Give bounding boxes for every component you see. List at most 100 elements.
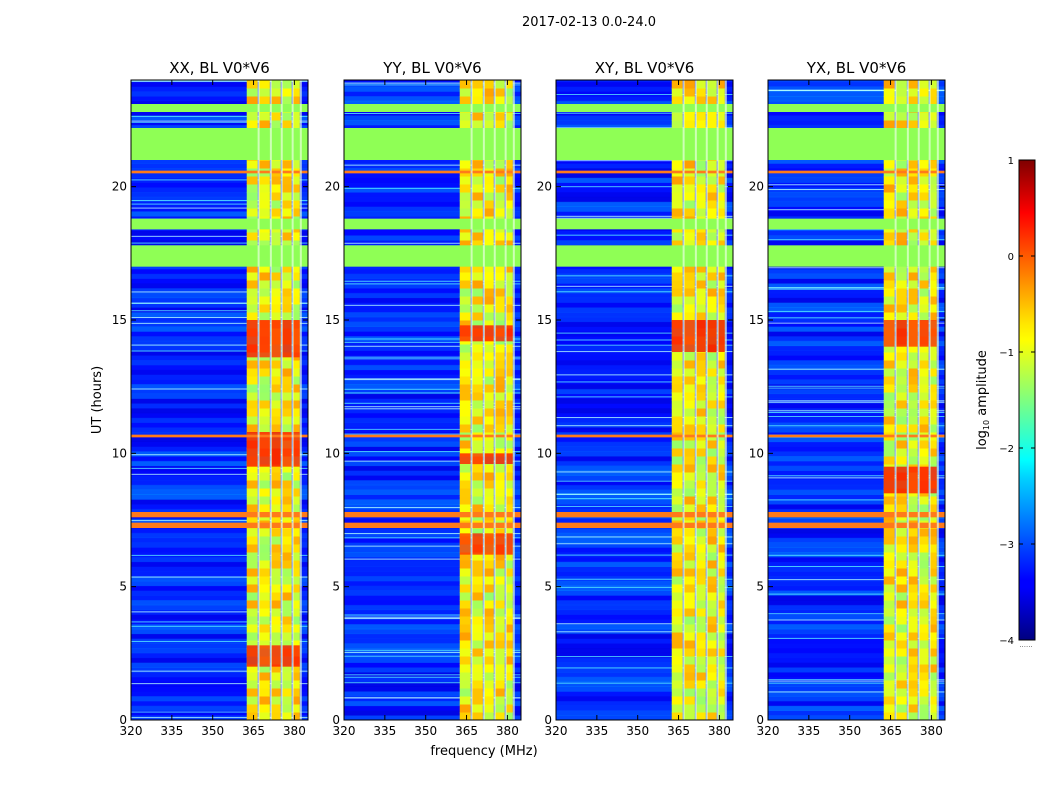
- noise-row: [556, 336, 733, 342]
- hotspot: [459, 533, 471, 555]
- channel-cell: [895, 384, 907, 393]
- channel-cell: [919, 656, 929, 665]
- noise-line: [768, 288, 945, 290]
- noise-row: [344, 571, 521, 577]
- channel-cell: [930, 96, 937, 105]
- noise-row: [768, 585, 945, 591]
- noise-line: [344, 345, 521, 347]
- channel-cell: [246, 288, 258, 297]
- noise-line: [768, 477, 945, 479]
- noise-line: [556, 344, 733, 346]
- noise-row: [768, 489, 945, 495]
- channel-cell: [484, 360, 494, 369]
- noise-row: [556, 86, 733, 92]
- channel-cell: [282, 208, 292, 217]
- channel-cell: [471, 352, 483, 361]
- noise-row: [556, 278, 733, 284]
- channel-cell: [919, 504, 929, 513]
- channel-cell: [495, 272, 505, 281]
- channel-cell: [506, 600, 513, 609]
- noise-row: [344, 609, 521, 615]
- channel-cell: [246, 616, 258, 625]
- channel-cell: [459, 712, 471, 720]
- colorbar-under-text: ......: [1019, 641, 1032, 649]
- channel-cell: [506, 672, 513, 681]
- flag-band: [131, 245, 308, 267]
- noise-row: [768, 403, 945, 409]
- channel-cell: [471, 392, 483, 401]
- noise-row: [131, 417, 308, 423]
- noise-row: [556, 80, 733, 83]
- noise-row: [556, 187, 733, 193]
- channel-cell: [930, 200, 937, 209]
- channel-cell: [271, 88, 281, 97]
- noise-line: [556, 471, 733, 473]
- channel-cell: [506, 408, 513, 417]
- channel-cell: [919, 544, 929, 553]
- channel-cell: [495, 184, 505, 193]
- noise-row: [344, 182, 521, 188]
- channel-cell: [459, 320, 471, 329]
- noise-row: [556, 302, 733, 308]
- noise-line: [768, 90, 945, 92]
- hotspot: [908, 320, 918, 347]
- channel-cell: [696, 616, 706, 625]
- channel-cell: [258, 616, 270, 625]
- channel-cell: [707, 408, 717, 417]
- channel-cell: [484, 584, 494, 593]
- flag-band: [768, 245, 945, 267]
- channel-cell: [484, 568, 494, 577]
- channel-cell: [258, 576, 270, 585]
- noise-line: [131, 322, 308, 324]
- channel-cell: [471, 624, 483, 633]
- channel-cell: [718, 696, 725, 705]
- channel-cell: [271, 712, 281, 720]
- channel-cell: [883, 400, 895, 409]
- noise-row: [768, 518, 945, 524]
- noise-row: [131, 662, 308, 668]
- channel-cell: [282, 672, 292, 681]
- channel-cell: [484, 120, 494, 129]
- noise-row: [131, 374, 308, 380]
- channel-cell: [271, 112, 281, 121]
- noise-row: [556, 340, 733, 347]
- channel-cell: [459, 672, 471, 681]
- channel-cell: [271, 384, 281, 393]
- channel-cell: [258, 192, 270, 201]
- channel-cell: [258, 296, 270, 305]
- channel-cell: [930, 312, 937, 321]
- channel-cell: [895, 208, 907, 217]
- channel-cell: [895, 272, 907, 281]
- y-tick-label: 5: [332, 580, 340, 594]
- noise-row: [131, 235, 308, 241]
- channel-cell: [930, 368, 937, 377]
- noise-line: [768, 189, 945, 191]
- channel-cell: [919, 648, 929, 657]
- noise-row: [556, 494, 733, 500]
- channel-cell: [883, 616, 895, 625]
- channel-cell: [459, 264, 471, 273]
- channel-cell: [707, 360, 717, 369]
- channel-cell: [293, 568, 300, 577]
- channel-cell: [895, 672, 907, 681]
- noise-row: [344, 436, 521, 443]
- channel-cell: [919, 280, 929, 289]
- channel-cell: [495, 344, 505, 353]
- y-tick-label: 20: [112, 180, 127, 194]
- channel-cell: [683, 560, 695, 569]
- noise-row: [344, 619, 521, 625]
- noise-row: [768, 283, 945, 289]
- noise-line: [344, 674, 521, 676]
- channel-cell: [919, 304, 929, 313]
- noise-line: [556, 586, 733, 588]
- noise-line: [768, 387, 945, 389]
- channel-cell: [718, 192, 725, 201]
- channel-gap: [906, 80, 909, 720]
- channel-cell: [696, 288, 706, 297]
- channel-cell: [246, 280, 258, 289]
- hotspot: [459, 453, 471, 464]
- noise-line: [344, 406, 521, 408]
- channel-cell: [883, 560, 895, 569]
- noise-line: [344, 558, 521, 560]
- noise-line: [344, 338, 521, 340]
